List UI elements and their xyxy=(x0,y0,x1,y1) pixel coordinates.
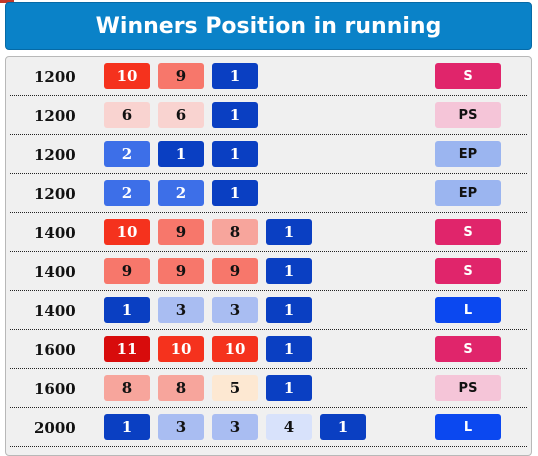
position-cell: 1 xyxy=(212,102,258,128)
position-cell: 6 xyxy=(104,102,150,128)
distance-label: 1400 xyxy=(34,262,76,281)
distance-label: 1200 xyxy=(34,145,76,164)
row-divider xyxy=(10,251,527,252)
position-cell: 9 xyxy=(158,258,204,284)
position-cell: 9 xyxy=(104,258,150,284)
distance-label: 2000 xyxy=(34,418,76,437)
distance-label: 1600 xyxy=(34,379,76,398)
position-cell: 9 xyxy=(212,258,258,284)
result-row: 1600 8 8 5 1 PS xyxy=(6,369,531,408)
position-cell: 3 xyxy=(158,414,204,440)
result-row: 1200 6 6 1 PS xyxy=(6,96,531,135)
position-cell: 1 xyxy=(266,336,312,362)
distance-label: 1200 xyxy=(34,184,76,203)
row-divider xyxy=(10,446,527,447)
run-style-badge: EP xyxy=(435,180,501,206)
row-divider xyxy=(10,95,527,96)
result-row: 1400 10 9 8 1 S xyxy=(6,213,531,252)
position-cell: 9 xyxy=(158,63,204,89)
position-cell: 1 xyxy=(212,63,258,89)
position-cell: 3 xyxy=(212,414,258,440)
position-cell: 10 xyxy=(104,63,150,89)
result-row: 1400 1 3 3 1 L xyxy=(6,291,531,330)
run-style-badge: S xyxy=(435,219,501,245)
position-cell: 10 xyxy=(158,336,204,362)
position-cell: 1 xyxy=(104,297,150,323)
result-row: 1200 2 2 1 EP xyxy=(6,174,531,213)
position-cell: 1 xyxy=(104,414,150,440)
position-cell: 8 xyxy=(212,219,258,245)
position-cell: 5 xyxy=(212,375,258,401)
corner-mark xyxy=(0,0,14,3)
run-style-badge: L xyxy=(435,414,501,440)
position-cell: 9 xyxy=(158,219,204,245)
row-divider xyxy=(10,212,527,213)
position-cell: 8 xyxy=(104,375,150,401)
position-cell: 3 xyxy=(212,297,258,323)
row-divider xyxy=(10,134,527,135)
position-cell: 6 xyxy=(158,102,204,128)
position-cell: 4 xyxy=(266,414,312,440)
run-style-badge: S xyxy=(435,63,501,89)
position-cell: 8 xyxy=(158,375,204,401)
position-cell: 1 xyxy=(212,180,258,206)
header-bar: Winners Position in running xyxy=(5,2,532,50)
run-style-badge: PS xyxy=(435,102,501,128)
distance-label: 1400 xyxy=(34,301,76,320)
position-cell: 3 xyxy=(158,297,204,323)
row-divider xyxy=(10,329,527,330)
position-cell: 1 xyxy=(158,141,204,167)
result-row: 2000 1 3 3 4 1 L xyxy=(6,408,531,447)
position-cell: 1 xyxy=(266,297,312,323)
position-cell: 11 xyxy=(104,336,150,362)
row-divider xyxy=(10,173,527,174)
run-style-badge: L xyxy=(435,297,501,323)
run-style-badge: S xyxy=(435,336,501,362)
distance-label: 1200 xyxy=(34,106,76,125)
row-divider xyxy=(10,407,527,408)
run-style-badge: S xyxy=(435,258,501,284)
position-cell: 1 xyxy=(266,258,312,284)
position-cell: 10 xyxy=(104,219,150,245)
row-divider xyxy=(10,290,527,291)
page-title: Winners Position in running xyxy=(95,13,442,39)
position-cell: 1 xyxy=(320,414,366,440)
position-cell: 1 xyxy=(212,141,258,167)
position-cell: 1 xyxy=(266,219,312,245)
position-cell: 2 xyxy=(158,180,204,206)
result-row: 1400 9 9 9 1 S xyxy=(6,252,531,291)
run-style-badge: PS xyxy=(435,375,501,401)
position-cell: 10 xyxy=(212,336,258,362)
results-panel: 1200 10 9 1 S 1200 6 6 1 PS 1200 2 1 1 EP 1200 2 2 1 EP 1400… xyxy=(5,56,532,456)
result-row: 1200 2 1 1 EP xyxy=(6,135,531,174)
row-divider xyxy=(10,368,527,369)
result-row: 1200 10 9 1 S xyxy=(6,57,531,96)
result-row: 1600 11 10 10 1 S xyxy=(6,330,531,369)
distance-label: 1200 xyxy=(34,67,76,86)
position-cell: 2 xyxy=(104,141,150,167)
distance-label: 1600 xyxy=(34,340,76,359)
position-cell: 1 xyxy=(266,375,312,401)
position-cell: 2 xyxy=(104,180,150,206)
run-style-badge: EP xyxy=(435,141,501,167)
distance-label: 1400 xyxy=(34,223,76,242)
